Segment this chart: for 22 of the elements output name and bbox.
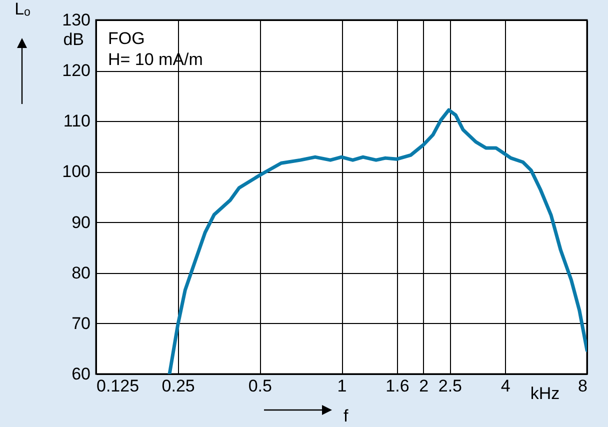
text: kHz (530, 384, 560, 403)
y-tick-label: 130 (62, 10, 90, 30)
x-tick-label: 0.25 (162, 376, 195, 396)
y-tick-label: 70 (72, 314, 90, 333)
y-tick-label: 90 (72, 212, 90, 232)
annotation: FOG (108, 29, 145, 48)
x-axis-title: f (344, 406, 348, 426)
y-tick-label: 60 (72, 364, 90, 384)
x-tick-label: 0.125 (96, 376, 140, 396)
y-tick-label: 80 (72, 263, 90, 282)
text: dB (63, 30, 84, 49)
x-tick-label: 4 (500, 376, 510, 396)
x-tick-label: 0.5 (248, 376, 272, 396)
x-tick-label: 2.5 (438, 376, 462, 396)
x-tick-label: 8 (578, 376, 588, 396)
y-axis-title: Lₒ (14, 0, 30, 18)
y-tick-label: 120 (62, 61, 90, 80)
y-tick-label: 100 (62, 162, 90, 182)
x-tick-label: 1.6 (386, 376, 410, 396)
y-tick-label: 110 (63, 112, 90, 131)
x-tick-label: 1 (337, 376, 347, 396)
x-tick-label: 2 (419, 376, 429, 396)
